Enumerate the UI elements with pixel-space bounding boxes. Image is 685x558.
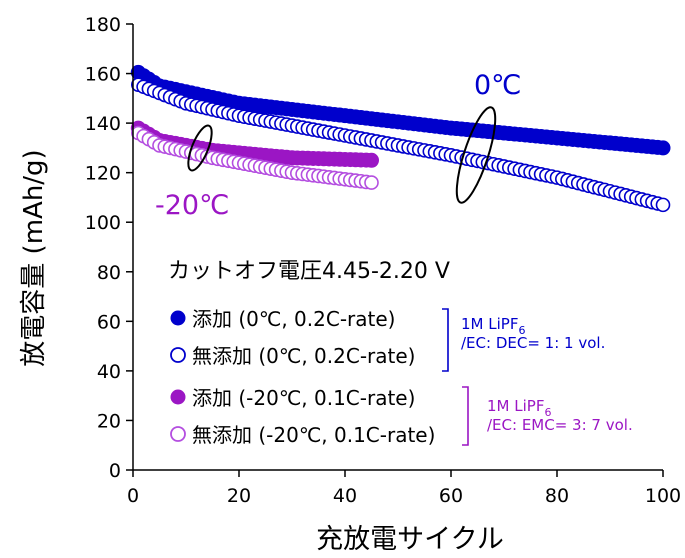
data-point — [655, 140, 671, 156]
y-tick-label: 100 — [85, 212, 121, 234]
legend-label-additive-minus-20c: 添加 (-20℃, 0.1C-rate) — [192, 386, 415, 410]
group-ellipse-0c — [455, 106, 497, 204]
y-tick-label: 120 — [85, 163, 121, 185]
legend-marker-additive-0c — [170, 310, 186, 326]
legend-label-additive-0c: 添加 (0℃, 0.2C-rate) — [192, 307, 395, 331]
y-tick-label: 0 — [109, 460, 121, 482]
label-minus-20c: -20℃ — [155, 190, 229, 221]
x-tick-label: 20 — [227, 485, 251, 507]
group-ellipse-minus-20c — [187, 124, 213, 172]
legend-marker-no-additive-minus-20c — [170, 426, 186, 442]
electrolyte-note-0c-line1: 1M LiPF6 — [461, 315, 525, 337]
bracket-minus-20c — [462, 386, 469, 446]
y-tick-label: 20 — [97, 410, 121, 432]
label-0c: 0℃ — [474, 70, 522, 101]
legend-label-no-additive-minus-20c: 無添加 (-20℃, 0.1C-rate) — [192, 423, 435, 447]
x-tick-label: 0 — [127, 485, 139, 507]
y-axis-label: 放電容量 (mAh/g) — [19, 149, 49, 366]
legend-label-no-additive-0c: 無添加 (0℃, 0.2C-rate) — [192, 344, 415, 368]
bracket-0c — [442, 308, 449, 372]
electrolyte-note-0c-line2: /EC: DEC= 1: 1 vol. — [461, 334, 605, 352]
data-point — [655, 197, 671, 213]
x-tick-label: 100 — [645, 485, 681, 507]
electrolyte-note-minus-20c-line1: 1M LiPF6 — [487, 397, 551, 419]
plot-marks — [130, 64, 671, 213]
y-tick-label: 40 — [97, 361, 121, 383]
x-tick-label: 40 — [333, 485, 357, 507]
axes: 0 20 40 60 80 100 120 140 160 180 0 20 40 60 80 100 — [85, 14, 681, 507]
legend: 添加 (0℃, 0.2C-rate) 無添加 (0℃, 0.2C-rate) 添… — [170, 307, 435, 447]
legend-marker-no-additive-0c — [170, 347, 186, 363]
x-tick-label: 80 — [545, 485, 569, 507]
x-tick-label: 60 — [439, 485, 463, 507]
series-3 — [131, 125, 379, 190]
y-tick-label: 180 — [85, 14, 121, 36]
legend-marker-additive-minus-20c — [170, 389, 186, 405]
condition-annotation: カットオフ電圧4.45-2.20 V — [168, 259, 450, 284]
electrolyte-note-minus-20c-line2: /EC: EMC= 3: 7 vol. — [487, 416, 633, 434]
y-tick-label: 80 — [97, 262, 121, 284]
y-tick-label: 160 — [85, 64, 121, 86]
series-1 — [131, 77, 671, 213]
data-point — [364, 175, 379, 190]
data-point — [364, 152, 379, 168]
x-axis-label: 充放電サイクル — [316, 524, 504, 555]
y-tick-label: 140 — [85, 113, 121, 135]
y-tick-label: 60 — [97, 311, 121, 333]
